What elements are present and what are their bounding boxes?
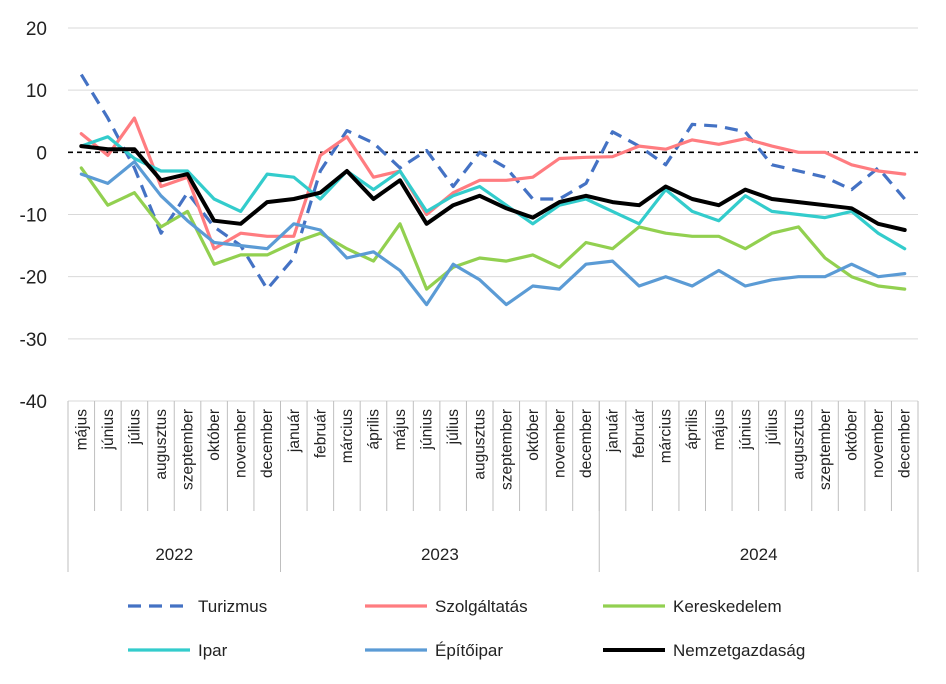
x-tick-label: július [445, 409, 462, 446]
x-tick-label: január [605, 409, 622, 453]
x-tick-label: december [259, 409, 276, 478]
series-line-kereskedelem [79, 166, 907, 291]
x-tick-label: szeptember [180, 409, 197, 490]
x-tick-label: augusztus [472, 409, 489, 480]
x-tick-label: október [525, 409, 542, 461]
x-tick-label: április [684, 409, 701, 450]
legend-label: Nemzetgazdaság [673, 641, 805, 660]
x-tick-label: június [100, 409, 117, 451]
x-tick-label: november [551, 409, 568, 478]
x-tick-label: június [737, 409, 754, 451]
x-tick-label: szeptember [817, 409, 834, 490]
y-tick-label: 0 [36, 143, 47, 164]
x-tick-label: március [339, 409, 356, 464]
x-tick-label: augusztus [153, 409, 170, 480]
x-tick-label: május [392, 409, 409, 451]
year-label: 2022 [155, 545, 193, 564]
legend-label: Ipar [198, 641, 228, 660]
x-tick-label: július [764, 409, 781, 446]
series-line-nemzetgazdaság [79, 144, 907, 232]
x-tick-label: június [419, 409, 436, 451]
series-lines [79, 73, 907, 307]
x-tick-label: augusztus [790, 409, 807, 480]
y-axis-ticks: 20 10 0 -10 -20 -30 -40 [20, 19, 47, 413]
x-tick-label: április [365, 409, 382, 450]
y-tick-label: -10 [20, 206, 47, 227]
x-tick-label: március [658, 409, 675, 464]
x-tick-label: február [631, 409, 648, 458]
x-tick-label: május [711, 409, 728, 451]
y-tick-label: -40 [20, 392, 47, 413]
y-tick-label: -20 [20, 268, 47, 289]
x-tick-label: december [897, 409, 914, 478]
x-tick-label: február [312, 409, 329, 458]
series-line-ipar [79, 135, 907, 251]
y-tick-label: 10 [26, 81, 47, 102]
y-tick-label: 20 [26, 19, 47, 40]
series-line-építőipar [79, 160, 907, 307]
x-axis: május június július augusztus szeptember októ… [67, 401, 919, 572]
series-line-turizmus [79, 73, 906, 291]
legend-label: Szolgáltatás [435, 597, 528, 616]
series-line-szolgáltatás [79, 116, 907, 251]
y-tick-label: -30 [20, 330, 47, 351]
x-tick-label: július [126, 409, 143, 446]
x-tick-label: november [870, 409, 887, 478]
x-tick-label: november [233, 409, 250, 478]
x-tick-label: október [844, 409, 861, 461]
x-tick-label: október [206, 409, 223, 461]
legend: Turizmus Szolgáltatás Kereskedelem Ipar Épít… [128, 597, 805, 660]
x-tick-label: december [578, 409, 595, 478]
x-tick-label: május [73, 409, 90, 451]
legend-label: Turizmus [198, 597, 267, 616]
x-tick-label: január [286, 409, 303, 453]
legend-label: Kereskedelem [673, 597, 782, 616]
legend-label: Építőipar [435, 641, 503, 660]
year-label: 2024 [740, 545, 778, 564]
x-tick-label: szeptember [498, 409, 515, 490]
year-label: 2023 [421, 545, 459, 564]
